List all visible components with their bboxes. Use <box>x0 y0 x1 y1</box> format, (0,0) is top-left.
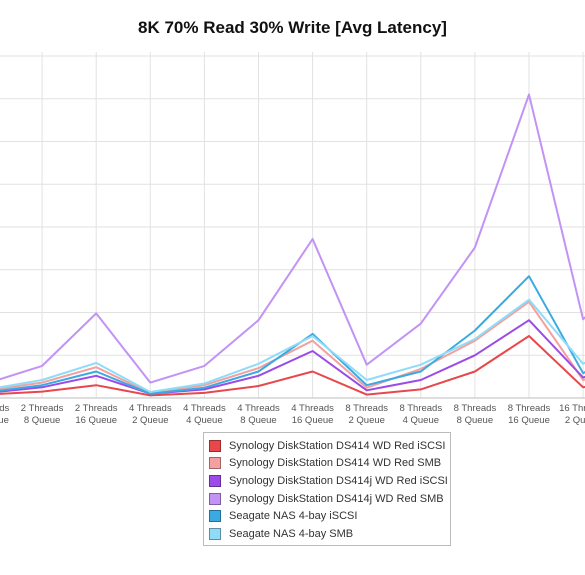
grid <box>0 52 585 399</box>
legend-label: Synology DiskStation DS414j WD Red SMB <box>229 492 444 505</box>
x-tick-label: 4 Threads 4 Queue <box>183 403 226 426</box>
series-line-2 <box>0 300 585 394</box>
series-line-1 <box>0 335 585 397</box>
x-tick-label: 8 Threads 8 Queue <box>454 403 497 426</box>
legend-swatch <box>209 492 221 505</box>
x-tick-label: 8 Threads 16 Queue <box>508 403 551 426</box>
x-tick-label: 2 Threads 16 Queue <box>75 403 118 426</box>
legend-swatch <box>209 439 221 452</box>
legend-item: Synology DiskStation DS414j WD Red SMB <box>209 490 450 508</box>
x-tick-label: 4 Threads 16 Queue <box>291 403 334 426</box>
legend-label: Seagate NAS 4-bay iSCSI <box>229 510 358 523</box>
legend: Synology DiskStation DS414 WD Red iSCSI S… <box>203 432 451 546</box>
legend-item: Seagate NAS 4-bay SMB <box>209 525 450 543</box>
series-line-5 <box>0 275 585 395</box>
x-tick-label: 4 Threads 2 Queue <box>129 403 172 426</box>
x-tick-label: 8 Threads 2 Queue <box>345 403 388 426</box>
legend-item: Synology DiskStation DS414j WD Red iSCSI <box>209 472 450 490</box>
x-tick-label: 4 Threads 8 Queue <box>237 403 280 426</box>
x-tick-label: 8 Threads 4 Queue <box>399 403 442 426</box>
legend-item: Seagate NAS 4-bay iSCSI <box>209 507 450 525</box>
legend-item: Synology DiskStation DS414 WD Red iSCSI <box>209 437 450 455</box>
legend-label: Synology DiskStation DS414 WD Red iSCSI <box>229 439 446 452</box>
legend-swatch <box>209 474 221 487</box>
series-lines <box>0 93 585 397</box>
legend-label: Synology DiskStation DS414 WD Red SMB <box>229 457 442 470</box>
legend-swatch <box>209 457 221 470</box>
series-line-6 <box>0 298 585 393</box>
legend-label: Seagate NAS 4-bay SMB <box>229 527 354 540</box>
legend-item: Synology DiskStation DS414 WD Red SMB <box>209 455 450 473</box>
legend-swatch <box>209 527 221 540</box>
series-line-3 <box>0 319 585 395</box>
legend-label: Synology DiskStation DS414j WD Red iSCSI <box>229 474 448 487</box>
chart-title: 8K 70% Read 30% Write [Avg Latency] <box>138 18 447 37</box>
legend-swatch <box>209 510 221 523</box>
x-tick-label: 2 Threads 8 Queue <box>21 403 64 426</box>
series-line-4 <box>0 93 585 384</box>
